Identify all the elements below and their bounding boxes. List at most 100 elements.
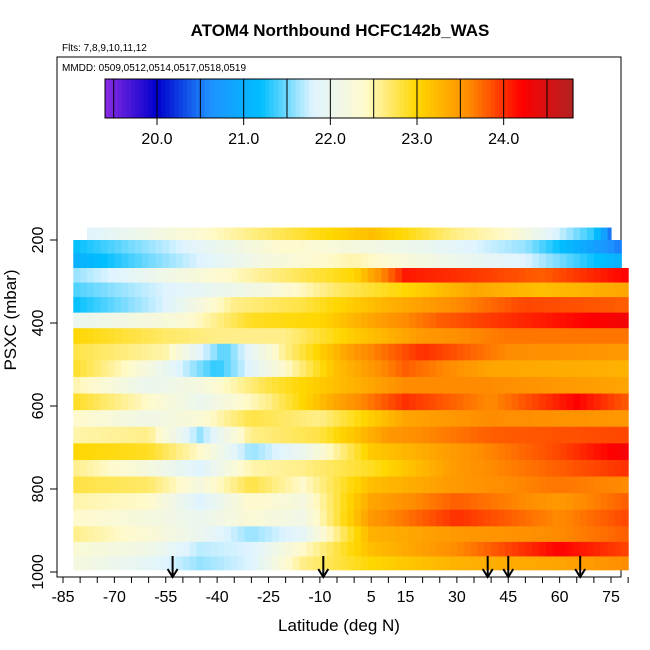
heat-cell [176, 268, 184, 283]
heat-cell [525, 410, 533, 428]
heat-cell [587, 426, 595, 444]
heat-cell [408, 556, 417, 571]
heat-cell [566, 376, 574, 394]
colorbar-swatch [118, 79, 123, 118]
heat-cell [237, 376, 246, 394]
heat-cell [593, 476, 602, 494]
heat-cell [313, 410, 321, 428]
heat-cell [182, 376, 191, 394]
heat-cell [374, 376, 383, 394]
heat-cell [319, 376, 328, 394]
heat-cell [299, 312, 307, 329]
heat-cell [169, 360, 177, 378]
heat-cell [580, 360, 588, 378]
heat-cell [415, 282, 424, 298]
heat-cell [196, 376, 205, 394]
heat-cell [333, 459, 342, 477]
heat-cell [614, 376, 622, 394]
heat-cell [162, 343, 170, 361]
heat-cell [278, 443, 287, 461]
heat-cell [100, 312, 109, 329]
heat-cell [593, 268, 602, 283]
heat-cell [491, 493, 499, 511]
heat-cell [319, 240, 328, 254]
heat-cell [504, 376, 513, 394]
heat-cell [189, 282, 198, 298]
heat-cell [600, 328, 609, 345]
heat-cell [450, 541, 458, 557]
heat-cell [107, 240, 115, 254]
heat-cell [271, 312, 280, 329]
heat-cell [141, 526, 150, 543]
heat-cell [148, 410, 157, 428]
heat-cell [340, 253, 348, 269]
heat-cell [470, 509, 479, 527]
heat-cell [319, 459, 328, 477]
heat-cell [470, 282, 479, 298]
flights-label: Flts: 7,8,9,10,11,12 [62, 43, 147, 54]
heat-cell [265, 312, 273, 329]
heat-cell [237, 426, 246, 444]
heat-cell [189, 509, 198, 527]
heat-cell [134, 253, 143, 269]
colorbar-swatch [430, 79, 435, 118]
heat-cell [621, 360, 629, 378]
heat-cell [593, 297, 602, 314]
heat-cell [265, 459, 273, 477]
heat-cell [429, 312, 437, 329]
heat-cell [148, 297, 157, 314]
heat-cell [176, 343, 184, 361]
heat-cell [354, 282, 362, 298]
heat-cell [497, 360, 506, 378]
sonde-arrow-marker [166, 556, 179, 579]
heat-cell [600, 297, 609, 314]
heat-cell [347, 312, 355, 329]
heat-cell [525, 509, 533, 527]
heat-cell [114, 227, 122, 241]
heat-cell [566, 282, 574, 298]
heat-cell [525, 282, 533, 298]
heat-cell [456, 526, 465, 543]
heat-cell [189, 443, 198, 461]
heat-cell [374, 393, 383, 411]
heat-cell [381, 253, 389, 269]
heat-cell [319, 343, 328, 361]
heat-cell [436, 526, 444, 543]
heat-cell [532, 526, 540, 543]
heat-cell [422, 227, 431, 241]
heat-cell [210, 282, 218, 298]
heat-cell [491, 297, 499, 314]
heat-cell [230, 556, 239, 571]
heat-cell [587, 526, 595, 543]
colorbar-swatch [447, 79, 453, 118]
heat-cell [340, 459, 348, 477]
heat-cell [607, 459, 616, 477]
heat-cell [381, 410, 389, 428]
heat-cell [443, 297, 451, 314]
heat-cell [107, 541, 115, 557]
heat-cell [196, 509, 205, 527]
heat-cell [93, 343, 102, 361]
colorbar-swatch [399, 79, 405, 118]
heat-cell [189, 376, 198, 394]
heat-cell [566, 393, 574, 411]
heat-cell [148, 556, 157, 571]
heat-cell [408, 297, 417, 314]
heat-cell [189, 526, 198, 543]
heat-cell [504, 410, 513, 428]
heat-cell [326, 426, 335, 444]
heat-cell [285, 312, 294, 329]
heat-cell [237, 541, 246, 557]
heat-cell [573, 493, 581, 511]
heat-cell [545, 459, 554, 477]
heat-cell [532, 297, 540, 314]
heat-cell [559, 227, 568, 241]
heat-cell [614, 459, 622, 477]
colorbar-swatch [291, 79, 297, 118]
heat-cell [306, 253, 314, 269]
heat-cell [319, 297, 328, 314]
heat-cell [333, 328, 342, 345]
colorbar-swatch [499, 79, 505, 118]
heat-cell [217, 556, 225, 571]
heat-cell [395, 376, 403, 394]
